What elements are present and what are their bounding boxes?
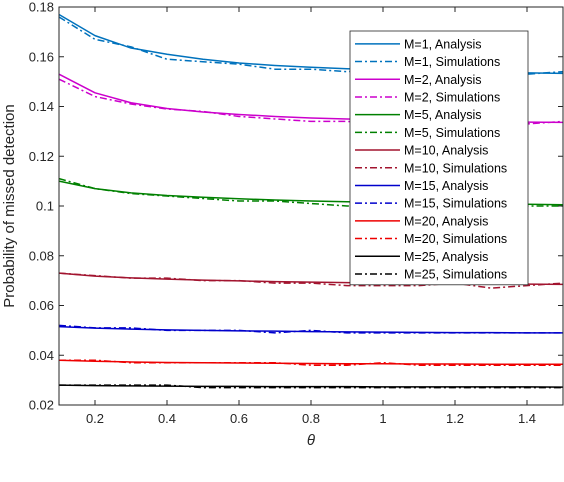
y-tick-label: 0.02 xyxy=(29,398,54,413)
legend-entry: M=2, Simulations xyxy=(404,90,500,104)
legend-entry: M=10, Analysis xyxy=(404,144,488,158)
x-tick-label: 1.2 xyxy=(446,411,464,426)
y-tick-label: 0.1 xyxy=(36,199,54,214)
y-axis-title: Probability of missed detection xyxy=(1,104,18,307)
series-m-20-analysis xyxy=(58,359,563,365)
legend-entry: M=10, Simulations xyxy=(404,161,507,175)
series-m-20-simulations xyxy=(59,359,563,366)
y-tick-label: 0.18 xyxy=(29,0,54,15)
x-axis-title: θ xyxy=(307,432,315,449)
series-m-10-simulations xyxy=(58,272,564,289)
series-m-25-simulations xyxy=(59,384,563,389)
x-tick-label: 0.8 xyxy=(302,411,320,426)
legend-entry: M=25, Simulations xyxy=(404,267,507,281)
legend-entry: M=5, Simulations xyxy=(404,126,500,140)
legend-box xyxy=(349,30,529,286)
legend-entry: M=5, Analysis xyxy=(404,108,481,122)
legend-entry: M=1, Analysis xyxy=(404,37,481,51)
legend-entry: M=15, Analysis xyxy=(404,179,488,193)
x-tick-label: 0.6 xyxy=(230,411,248,426)
y-tick-label: 0.06 xyxy=(29,298,54,313)
series-m-15-simulations xyxy=(58,324,563,334)
x-tick-label: 0.2 xyxy=(86,411,104,426)
legend-entry: M=1, Simulations xyxy=(404,55,500,69)
legend-entry: M=20, Simulations xyxy=(404,232,507,246)
y-tick-label: 0.14 xyxy=(29,99,54,114)
y-tick-label: 0.12 xyxy=(29,149,54,164)
legend-entry: M=2, Analysis xyxy=(404,73,481,87)
y-tick-label: 0.08 xyxy=(29,248,54,263)
legend-entry: M=15, Simulations xyxy=(404,197,507,211)
x-tick-label: 0.4 xyxy=(158,411,176,426)
x-tick-label: 1.4 xyxy=(518,411,536,426)
y-tick-label: 0.04 xyxy=(29,348,54,363)
legend: M=1, Analysis M=1, Simulations M=2, Analys… xyxy=(349,30,529,286)
legend-entry: M=20, Analysis xyxy=(404,214,488,228)
ticks-layer: 0.2 0.4 0.6 0.8 1 1.2 1.4 0.02 0.04 0.06 0.08 0.1 0.… xyxy=(29,0,563,426)
legend-entry: M=25, Analysis xyxy=(404,250,488,264)
y-tick-label: 0.16 xyxy=(29,49,54,64)
x-tick-label: 1 xyxy=(379,411,386,426)
